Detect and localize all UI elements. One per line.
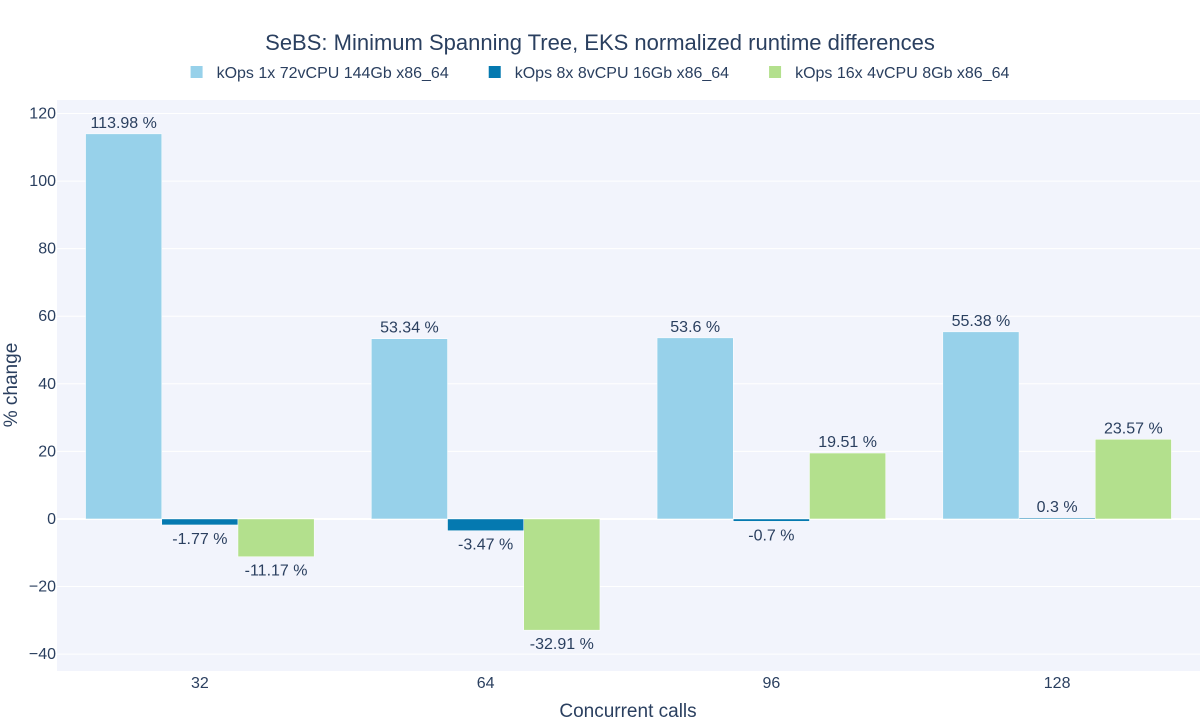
legend-label: kOps 8x 8vCPU 16Gb x86_64 <box>515 65 729 82</box>
x-tick-label: 32 <box>191 675 209 692</box>
bar-value-label: 113.98 % <box>90 115 156 132</box>
y-tick-label: −40 <box>29 646 56 663</box>
legend-label: kOps 16x 4vCPU 8Gb x86_64 <box>795 65 1009 82</box>
x-axis-ticks: 32 64 96 128 <box>191 675 1071 692</box>
y-tick-label: 20 <box>38 443 56 460</box>
y-axis-title: % change <box>1 343 22 428</box>
bar <box>237 518 315 557</box>
x-tick-label: 96 <box>762 675 780 692</box>
y-tick-label: 0 <box>47 511 56 528</box>
legend-label: kOps 1x 72vCPU 144Gb x86_64 <box>217 65 449 82</box>
bar-value-label: -11.17 % <box>245 563 308 580</box>
chart-title: SeBS: Minimum Spanning Tree, EKS normali… <box>265 30 935 55</box>
bar-value-label: -0.7 % <box>748 527 794 544</box>
y-tick-label: 60 <box>38 308 56 325</box>
bar <box>656 337 734 520</box>
legend-swatch <box>769 66 782 78</box>
y-tick-label: −20 <box>29 579 56 596</box>
bar-value-label: -1.77 % <box>172 531 227 548</box>
bar <box>942 331 1020 520</box>
bar <box>447 518 524 531</box>
bar <box>523 518 601 631</box>
bar-labels: 113.98 % -1.77 % -11.17 % 53.34 % -3.47 % -32… <box>90 115 1162 653</box>
y-axis-ticks: −40 −20 0 20 40 60 80 100 120 <box>29 106 56 664</box>
y-tick-label: 40 <box>38 376 56 393</box>
bar-value-label: 53.34 % <box>380 320 439 337</box>
legend-item[interactable]: kOps 8x 8vCPU 16Gb x86_64 <box>488 65 729 82</box>
legend-item[interactable]: kOps 1x 72vCPU 144Gb x86_64 <box>190 65 449 82</box>
x-tick-label: 128 <box>1044 675 1071 692</box>
bar <box>1094 439 1172 520</box>
bar-value-label: 0.3 % <box>1037 499 1078 516</box>
bars <box>85 133 1172 631</box>
x-tick-label: 64 <box>477 675 495 692</box>
bar <box>85 133 163 520</box>
x-axis-title: Concurrent calls <box>559 701 696 720</box>
bar <box>161 518 239 526</box>
plot-background <box>57 100 1200 671</box>
legend-item[interactable]: kOps 16x 4vCPU 8Gb x86_64 <box>769 65 1010 82</box>
legend-swatch <box>488 66 501 78</box>
bar <box>733 518 810 522</box>
bar-value-label: -32.91 % <box>530 636 594 653</box>
y-tick-label: 100 <box>29 173 56 190</box>
legend-swatch <box>190 66 203 78</box>
legend: kOps 1x 72vCPU 144Gb x86_64 kOps 8x 8vCPU… <box>190 65 1010 82</box>
bar <box>1018 517 1096 520</box>
y-tick-label: 120 <box>29 106 56 123</box>
bar-value-label: 53.6 % <box>670 319 720 336</box>
bar-value-label: 19.51 % <box>818 434 877 451</box>
y-tick-label: 80 <box>38 241 56 258</box>
bar <box>371 338 448 520</box>
bar-value-label: -3.47 % <box>458 537 513 554</box>
bar-value-label: 23.57 % <box>1104 420 1163 437</box>
bar <box>809 452 886 520</box>
bar-value-label: 55.38 % <box>952 313 1011 330</box>
